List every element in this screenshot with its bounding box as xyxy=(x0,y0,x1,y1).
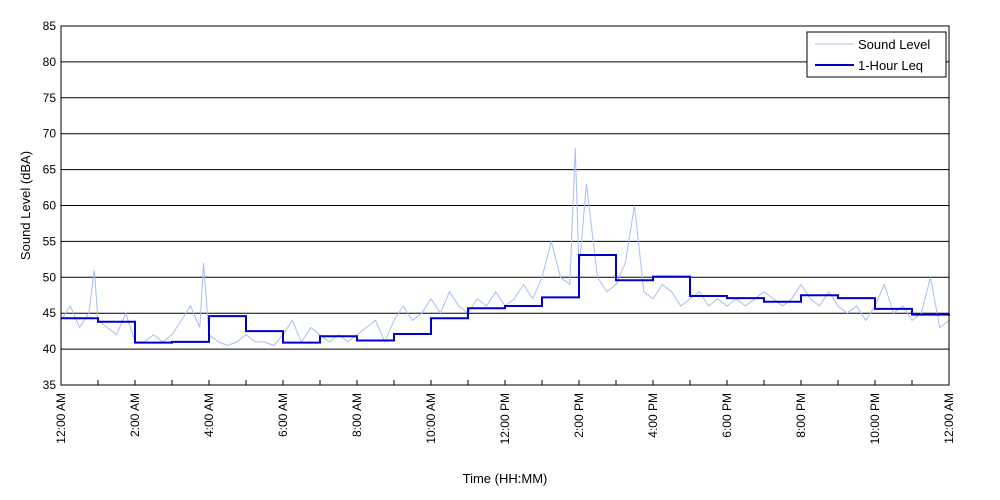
y-axis-label: Sound Level (dBA) xyxy=(18,151,33,260)
series-1-hour-leq-step-line xyxy=(61,254,950,344)
y-tick-label: 45 xyxy=(43,306,57,320)
series-sound-level-line xyxy=(60,148,950,347)
legend-label-sound-level: Sound Level xyxy=(858,37,930,52)
y-tick-label: 75 xyxy=(43,91,57,105)
x-tick-label: 6:00 PM xyxy=(720,393,734,438)
axes: 35 40 45 50 55 60 65 70 75 80 85 12:00 AM 2:00 AM 4:0… xyxy=(43,19,956,444)
y-tick-label: 65 xyxy=(43,163,57,177)
x-tick-label: 12:00 PM xyxy=(498,393,512,444)
x-tick-label: 8:00 AM xyxy=(350,393,364,437)
x-tick-label: 2:00 AM xyxy=(128,393,142,437)
x-tick-label: 2:00 PM xyxy=(572,393,586,438)
y-tick-label: 40 xyxy=(43,342,57,356)
x-tick-label: 10:00 AM xyxy=(424,393,438,444)
y-tick-label: 70 xyxy=(43,127,57,141)
y-tick-label: 60 xyxy=(43,199,57,213)
plot-area xyxy=(60,148,950,347)
legend: Sound Level 1-Hour Leq xyxy=(806,31,947,78)
x-axis-label: Time (HH:MM) xyxy=(463,471,548,486)
legend-label-1-hour-leq: 1-Hour Leq xyxy=(858,58,923,73)
y-tick-label: 80 xyxy=(43,55,57,69)
legend-box xyxy=(806,31,947,78)
x-tick-label: 8:00 PM xyxy=(794,393,808,438)
y-tick-label: 50 xyxy=(43,270,57,284)
y-tick-label: 85 xyxy=(43,19,57,33)
x-tick-label: 10:00 PM xyxy=(868,393,882,444)
x-tick-label: 4:00 PM xyxy=(646,393,660,438)
x-tick-label: 12:00 AM xyxy=(942,393,956,444)
x-tick-label: 12:00 AM xyxy=(54,393,68,444)
y-tick-label: 35 xyxy=(43,378,57,392)
x-tick-label: 4:00 AM xyxy=(202,393,216,437)
y-tick-label: 55 xyxy=(43,234,57,248)
x-tick-label: 6:00 AM xyxy=(276,393,290,437)
gridlines xyxy=(61,25,949,386)
